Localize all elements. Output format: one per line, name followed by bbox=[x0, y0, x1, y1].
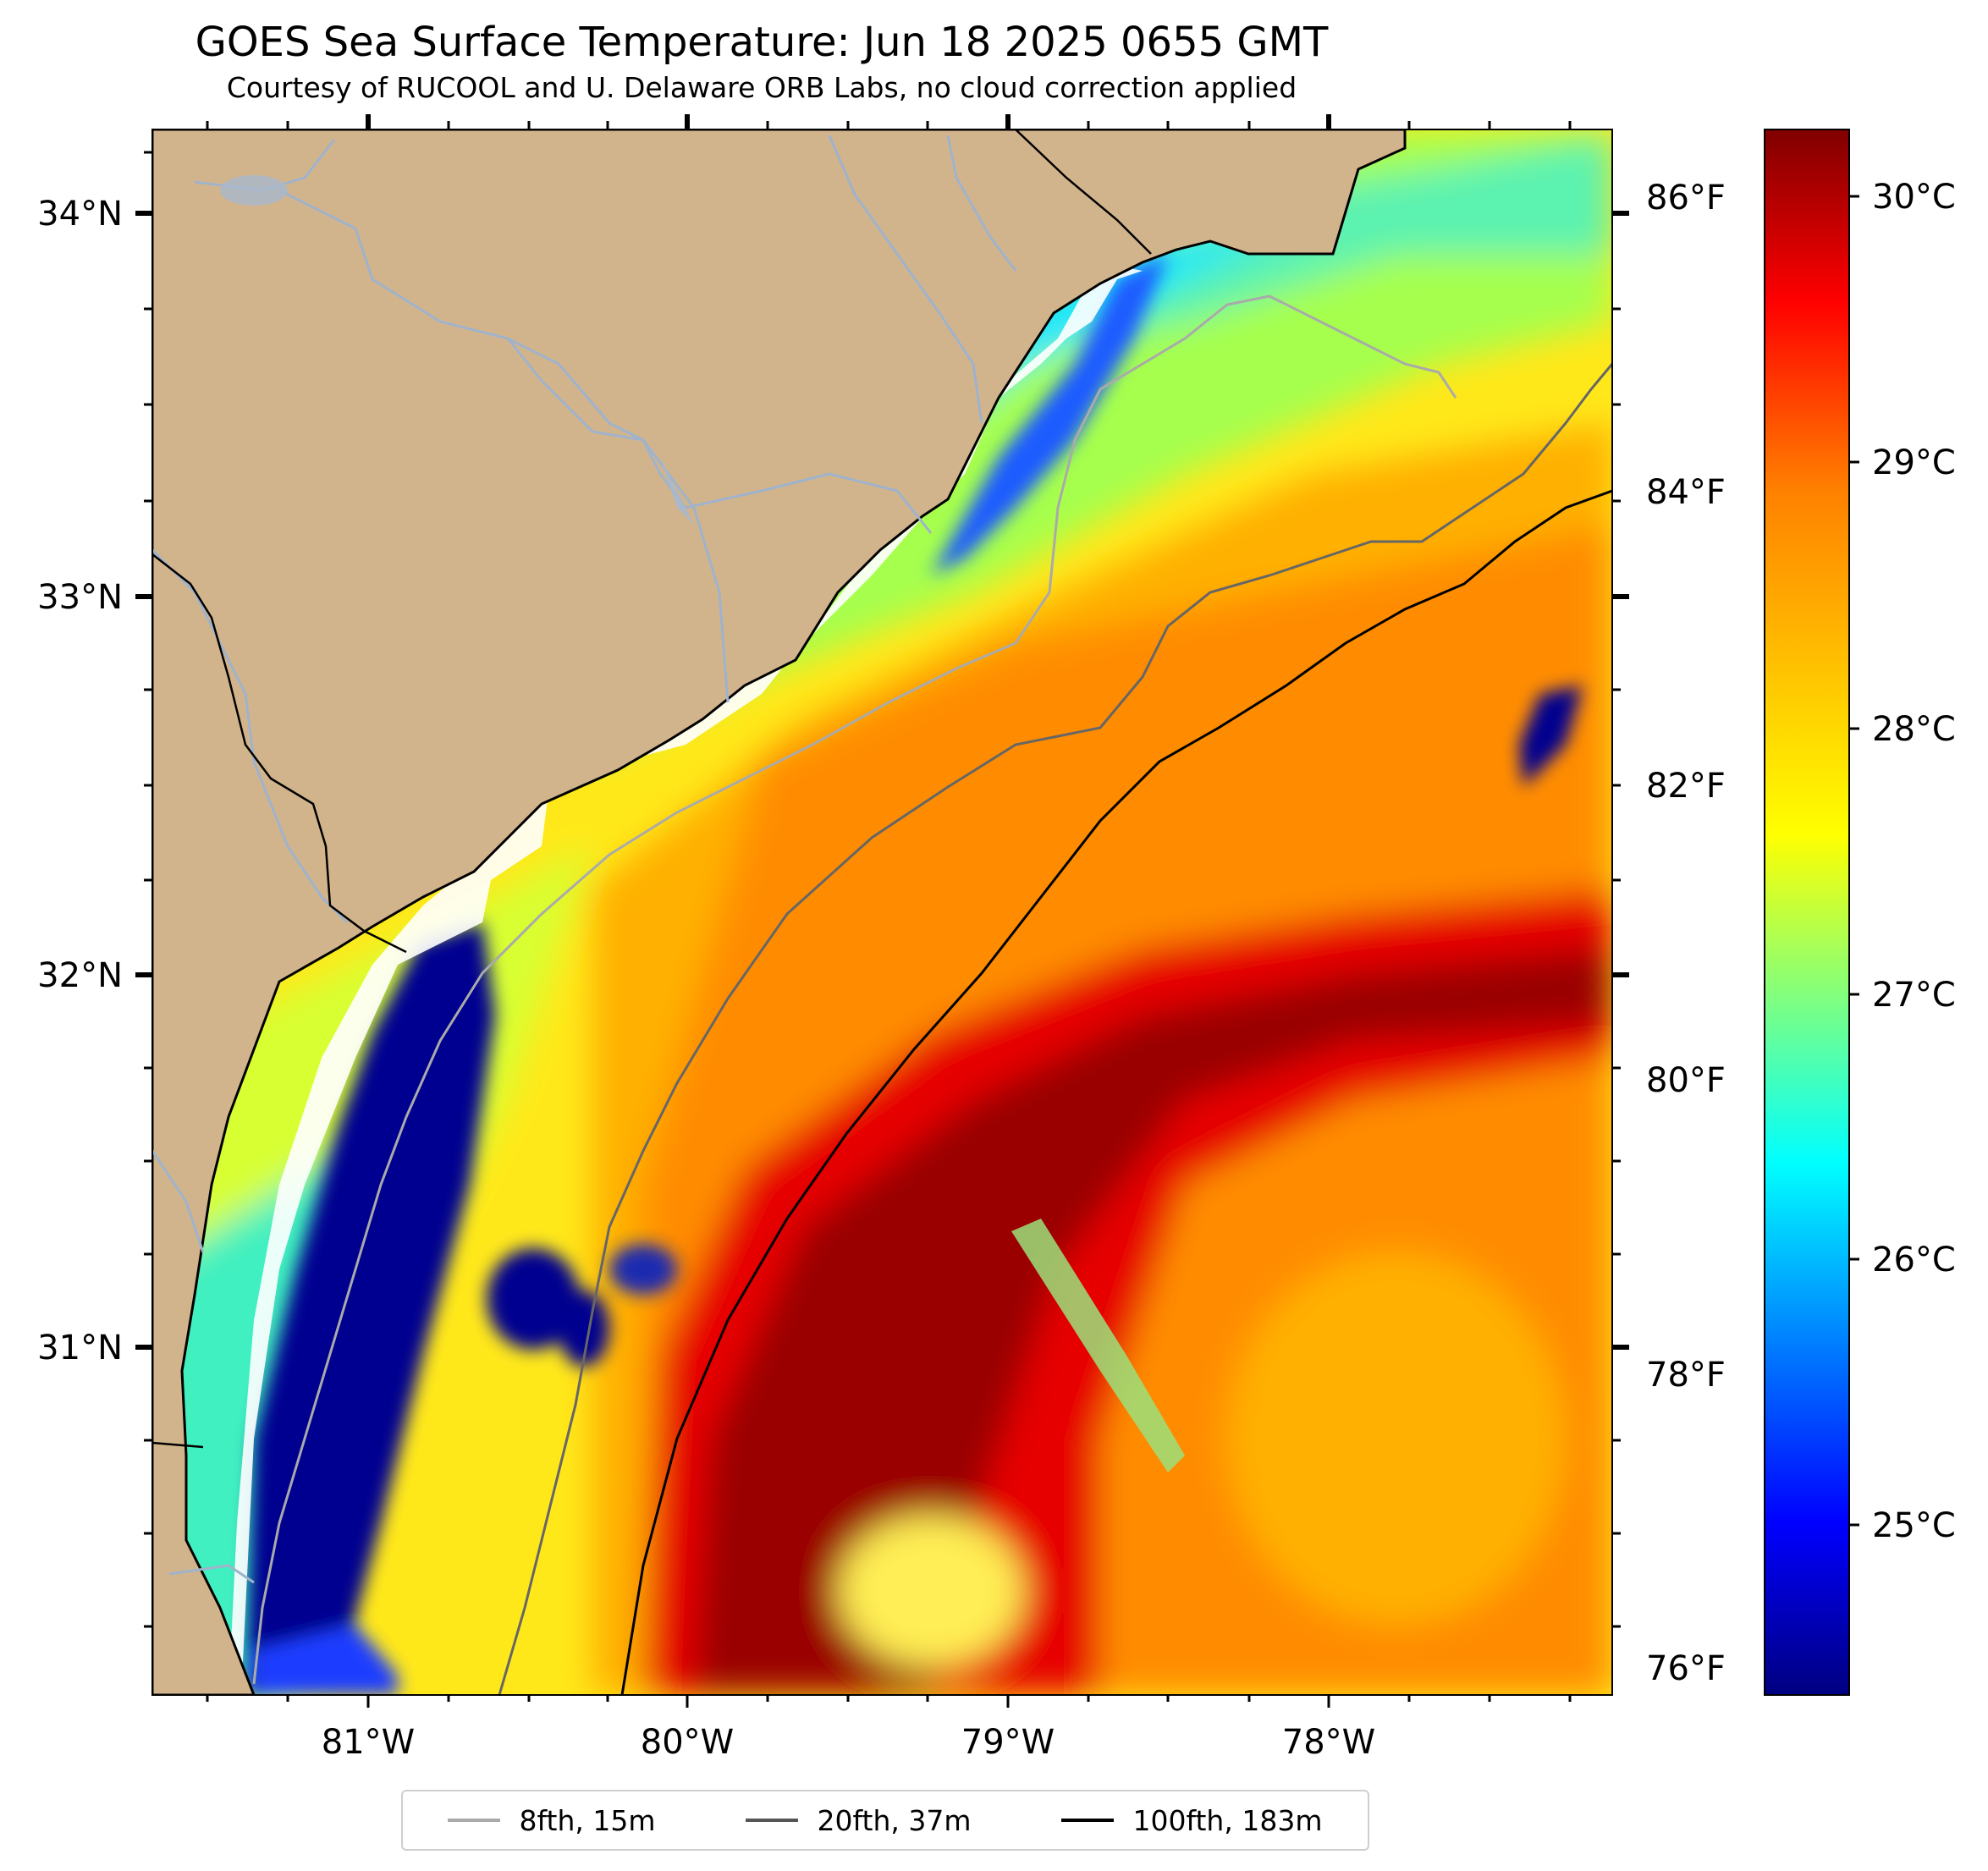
land bbox=[152, 129, 1407, 1695]
c-label-29: 29°C bbox=[1872, 443, 1956, 482]
colorbar bbox=[1764, 129, 1850, 1696]
legend-label-8fth: 8fth, 15m bbox=[519, 1803, 656, 1837]
f-label-76: 76°F bbox=[1646, 1649, 1726, 1688]
cold-coastal-band bbox=[245, 922, 495, 1695]
c-label-30: 30°C bbox=[1872, 178, 1956, 217]
isobath-20fth bbox=[498, 363, 1612, 1695]
legend-entry-100fth: 100fth, 183m bbox=[1061, 1804, 1322, 1837]
lat-label-32n: 32°N bbox=[37, 956, 123, 995]
lon-label-81w: 81°W bbox=[322, 1723, 415, 1762]
lat-label-31n: 31°N bbox=[37, 1329, 123, 1367]
left-minor-ticks bbox=[144, 151, 152, 1628]
legend-swatch-20fth bbox=[746, 1819, 799, 1822]
isobath-8fth bbox=[252, 294, 1457, 1685]
legend-swatch-8fth bbox=[448, 1819, 501, 1822]
lat-label-33n: 33°N bbox=[37, 578, 123, 617]
colorbar-ticks bbox=[1849, 195, 1859, 1527]
chart-subtitle: Courtesy of RUCOOL and U. Delaware ORB L… bbox=[226, 71, 1297, 104]
f-label-84: 84°F bbox=[1646, 473, 1726, 512]
f-label-78: 78°F bbox=[1646, 1356, 1726, 1395]
right-major-ticks bbox=[1612, 211, 1629, 1350]
lon-label-78w: 78°W bbox=[1282, 1723, 1375, 1762]
c-label-26: 26°C bbox=[1872, 1241, 1956, 1279]
isobath-legend: 8fth, 15m 20fth, 37m 100fth, 183m bbox=[401, 1790, 1369, 1851]
top-major-ticks bbox=[366, 114, 1331, 129]
legend-swatch-100fth bbox=[1061, 1819, 1115, 1822]
isobath-100fth bbox=[620, 489, 1612, 1695]
c-label-27: 27°C bbox=[1872, 976, 1956, 1015]
state-border bbox=[152, 553, 407, 954]
top-minor-ticks bbox=[206, 121, 1572, 129]
right-minor-ticks bbox=[1612, 307, 1621, 1628]
lon-label-80w: 80°W bbox=[641, 1723, 734, 1762]
c-label-28: 28°C bbox=[1872, 710, 1956, 749]
left-major-ticks bbox=[135, 211, 152, 1350]
legend-entry-8fth: 8fth, 15m bbox=[448, 1803, 656, 1837]
lat-label-34n: 34°N bbox=[37, 195, 123, 234]
legend-label-100fth: 100fth, 183m bbox=[1132, 1803, 1323, 1837]
legend-entry-20fth: 20fth, 37m bbox=[746, 1804, 971, 1837]
lon-label-79w: 79°W bbox=[961, 1723, 1055, 1762]
c-label-25: 25°C bbox=[1872, 1506, 1956, 1545]
f-label-86: 86°F bbox=[1646, 179, 1726, 217]
bottom-ticks bbox=[206, 1695, 1572, 1708]
f-label-82: 82°F bbox=[1646, 767, 1726, 806]
chart-title: GOES Sea Surface Temperature: Jun 18 202… bbox=[195, 19, 1329, 66]
f-label-80: 80°F bbox=[1646, 1061, 1726, 1100]
legend-label-20fth: 20fth, 37m bbox=[817, 1803, 972, 1837]
